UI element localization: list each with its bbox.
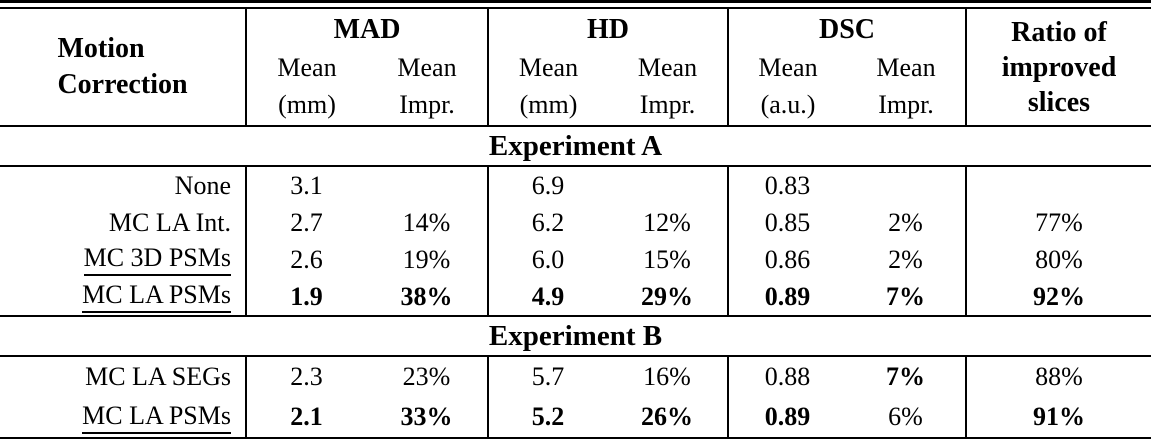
- value-cell: 14%: [402, 207, 451, 237]
- row-label: MC LA PSMs: [0, 278, 245, 315]
- table-row: MC LA Int. 2.7 14% 6.2 12% 0.85 2% 77%: [0, 204, 1151, 241]
- value-cell: [965, 167, 1151, 204]
- value-cell: 2.3: [245, 357, 366, 397]
- header-group-dsc: DSC Mean Mean (a.u.) Impr.: [727, 9, 965, 125]
- value-cell: 3.1: [245, 167, 366, 204]
- value-cell: 6.9: [487, 167, 607, 204]
- value-cell: 19%: [402, 244, 451, 274]
- value-cell: 5.7: [487, 357, 607, 397]
- value-cell: 0.89: [727, 278, 846, 315]
- experiment-b-rule: [0, 355, 1151, 357]
- value-cell: 2.1: [245, 397, 366, 437]
- value-cell: [846, 167, 965, 204]
- header-dsc-impr-label: Impr.: [878, 90, 934, 119]
- value-cell: 0.88: [727, 357, 846, 397]
- value-cell: 15%: [643, 244, 691, 274]
- table-row: MC 3D PSMs 2.6 19% 6.0 15% 0.86 2% 80%: [0, 241, 1151, 278]
- table-row: MC LA SEGs 2.3 23% 5.7 16% 0.88 7% 88%: [0, 357, 1151, 397]
- section-divider-rule: [0, 315, 1151, 317]
- header-dsc-impr-mean-label: Mean: [876, 53, 936, 82]
- header-hd-title: HD: [587, 14, 629, 45]
- experiment-a-rows: None 3.1 6.9 0.83 MC LA Int. 2.7 14% 6.2 12% 0.85…: [0, 167, 1151, 315]
- header-ratio-line3: slices: [1027, 86, 1091, 118]
- value-cell: 92%: [965, 278, 1151, 315]
- value-cell: 0.83: [727, 167, 846, 204]
- value-cell: 2%: [888, 207, 923, 237]
- value-cell: 2%: [888, 244, 923, 274]
- header-motion-line2: Correction: [57, 69, 188, 100]
- value-cell: 5.2: [487, 397, 607, 437]
- value-cell: 16%: [643, 362, 691, 391]
- experiment-b-rows: MC LA SEGs 2.3 23% 5.7 16% 0.88 7% 88% MC LA PSM…: [0, 357, 1151, 437]
- value-cell: 6%: [888, 402, 923, 431]
- header-hd-mean-label: Mean: [518, 53, 579, 82]
- value-cell: 6.2: [487, 204, 607, 241]
- table-row: MC LA PSMs 1.9 38% 4.9 29% 0.89 7% 92%: [0, 278, 1151, 315]
- row-label: MC LA Int.: [108, 207, 231, 237]
- header-group-mad: MAD Mean Mean (mm) Impr.: [245, 9, 487, 125]
- header-mad-impr-mean-label: Mean: [397, 53, 457, 82]
- row-label: MC 3D PSMs: [0, 241, 245, 278]
- experiment-a-rule: [0, 165, 1151, 167]
- header-dsc-unit-label: (a.u.): [760, 90, 816, 119]
- value-cell: 0.85: [727, 204, 846, 241]
- value-cell: 1.9: [245, 278, 366, 315]
- value-cell: 2.7: [245, 204, 366, 241]
- value-cell: 88%: [965, 357, 1151, 397]
- header-mad-unit-label: (mm): [278, 90, 336, 119]
- value-cell: 12%: [643, 207, 691, 237]
- header-bottom-rule: [0, 125, 1151, 127]
- value-cell: 77%: [965, 204, 1151, 241]
- value-cell: 7%: [886, 362, 925, 391]
- value-cell: 33%: [400, 402, 453, 431]
- value-cell: 91%: [965, 397, 1151, 437]
- header-dsc-title: DSC: [818, 14, 875, 45]
- header-hd-impr-mean-label: Mean: [637, 53, 698, 82]
- bottom-double-rule: [0, 437, 1151, 444]
- value-cell: 38%: [400, 281, 453, 311]
- header-group-hd: HD Mean Mean (mm) Impr.: [487, 9, 727, 125]
- header-hd-impr-label: Impr.: [639, 90, 696, 119]
- header-mad-mean-label: Mean: [277, 53, 337, 82]
- header-motion-line1: Motion: [57, 33, 145, 64]
- value-cell: 4.9: [487, 278, 607, 315]
- row-label: None: [174, 170, 231, 200]
- header-motion-correction: Motion Correction: [0, 9, 245, 125]
- value-cell: 2.6: [245, 241, 366, 278]
- table-row: MC LA PSMs 2.1 33% 5.2 26% 0.89 6% 91%: [0, 397, 1151, 437]
- header-ratio-line2: improved: [1001, 51, 1117, 83]
- value-cell: 29%: [641, 281, 693, 311]
- value-cell: 23%: [402, 362, 451, 391]
- experiment-b-band: Experiment B: [488, 319, 663, 352]
- value-cell: 7%: [886, 281, 925, 311]
- header-ratio-line1: Ratio of: [1011, 16, 1107, 48]
- row-label: MC LA PSMs: [0, 397, 245, 437]
- top-double-rule: [0, 0, 1151, 9]
- header-ratio-improved-slices: Ratio of improved slices: [965, 9, 1151, 125]
- value-cell: 80%: [965, 241, 1151, 278]
- row-label: MC LA SEGs: [85, 362, 231, 391]
- value-cell: 6.0: [487, 241, 607, 278]
- header-dsc-mean-label: Mean: [758, 53, 818, 82]
- value-cell: [607, 167, 727, 204]
- value-cell: 0.89: [727, 397, 846, 437]
- value-cell: [366, 167, 487, 204]
- value-cell: 26%: [641, 402, 693, 431]
- table-row: None 3.1 6.9 0.83: [0, 167, 1151, 204]
- header-mad-title: MAD: [333, 14, 401, 45]
- table-header: Motion Correction MAD Mean Mean (mm) Imp…: [0, 9, 1151, 125]
- experiment-a-band: Experiment A: [488, 129, 663, 162]
- header-hd-unit-label: (mm): [519, 90, 578, 119]
- header-mad-impr-label: Impr.: [399, 90, 455, 119]
- value-cell: 0.86: [727, 241, 846, 278]
